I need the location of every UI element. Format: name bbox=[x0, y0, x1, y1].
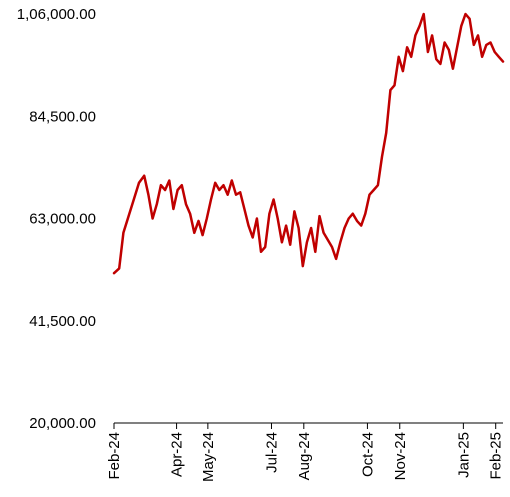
x-tick-label: Nov-24 bbox=[392, 432, 409, 480]
x-axis-tick-labels: Feb-24 Apr-24 May-24 Jul-24 Aug-24 Oct-24 Nov-… bbox=[106, 432, 505, 482]
series-layer bbox=[112, 12, 505, 275]
x-axis-tick-marks bbox=[113, 423, 497, 429]
y-axis-tick-labels: 1,06,000.00 84,500.00 63,000.00 41,500.00 20… bbox=[17, 6, 96, 432]
y-tick-label: 84,500.00 bbox=[29, 108, 96, 125]
x-tick-label: Jul-24 bbox=[263, 432, 280, 473]
x-tick-label: Feb-25 bbox=[488, 432, 505, 480]
x-tick-label: Jan-25 bbox=[455, 432, 472, 478]
x-tick-label: Apr-24 bbox=[169, 432, 186, 477]
x-tick-label: Aug-24 bbox=[296, 432, 313, 480]
y-tick-label: 1,06,000.00 bbox=[17, 6, 96, 23]
series-line-0 bbox=[112, 12, 505, 275]
x-tick-label: Feb-24 bbox=[106, 432, 123, 480]
x-tick-label: Oct-24 bbox=[359, 432, 376, 477]
y-tick-label: 63,000.00 bbox=[29, 211, 96, 228]
y-tick-label: 41,500.00 bbox=[29, 313, 96, 330]
x-tick-label: May-24 bbox=[200, 432, 217, 482]
y-tick-label: 20,000.00 bbox=[29, 415, 96, 432]
